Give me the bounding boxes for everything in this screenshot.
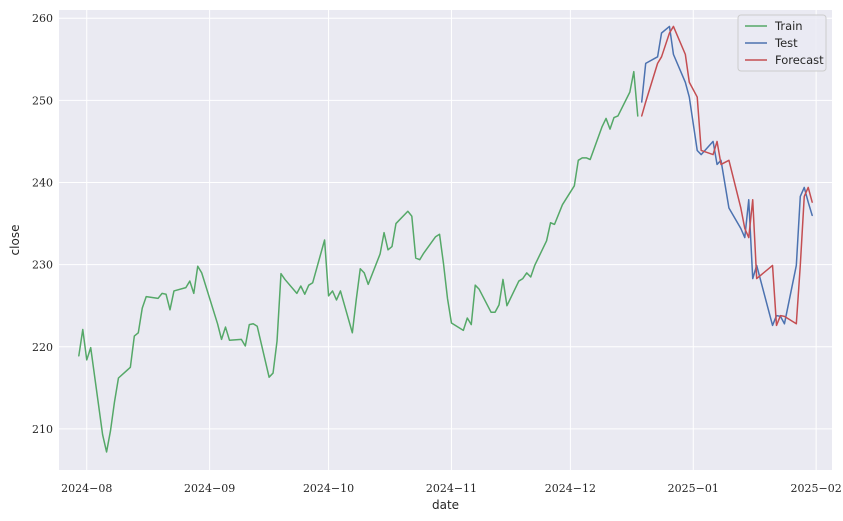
y-tick-label: 230 bbox=[32, 259, 53, 272]
y-tick-label: 260 bbox=[32, 12, 53, 25]
series-line-forecast bbox=[640, 25, 813, 327]
y-tick-label: 220 bbox=[32, 341, 53, 354]
series-line-train bbox=[78, 70, 639, 453]
x-tick-label: 2024−09 bbox=[184, 482, 235, 495]
legend-label-train: Train bbox=[774, 19, 803, 33]
x-tick-label: 2025−02 bbox=[791, 482, 842, 495]
legend-label-forecast: Forecast bbox=[775, 53, 824, 67]
x-tick-label: 2024−08 bbox=[61, 482, 112, 495]
legend-box bbox=[737, 14, 827, 72]
legend-label-test: Test bbox=[774, 36, 798, 50]
y-tick-labels: 210 220 230 240 250 260 bbox=[32, 12, 53, 436]
plot-area bbox=[59, 10, 832, 470]
x-tick-label: 2024−11 bbox=[426, 482, 477, 495]
x-tick-labels: 2024−08 2024−09 2024−10 2024−11 2024−12 2025−… bbox=[61, 482, 842, 495]
y-tick-label: 250 bbox=[32, 94, 53, 107]
series-layer bbox=[78, 25, 813, 453]
x-tick-label: 2024−12 bbox=[545, 482, 596, 495]
y-axis-label: close bbox=[8, 225, 22, 256]
legend: Train Test Forecast bbox=[737, 14, 827, 72]
x-tick-label: 2024−10 bbox=[303, 482, 354, 495]
x-tick-label: 2025−01 bbox=[668, 482, 719, 495]
x-axis-label: date bbox=[432, 498, 459, 512]
series-line-test bbox=[640, 25, 813, 327]
grid bbox=[59, 10, 832, 470]
y-tick-label: 240 bbox=[32, 177, 53, 190]
y-tick-label: 210 bbox=[32, 423, 53, 436]
